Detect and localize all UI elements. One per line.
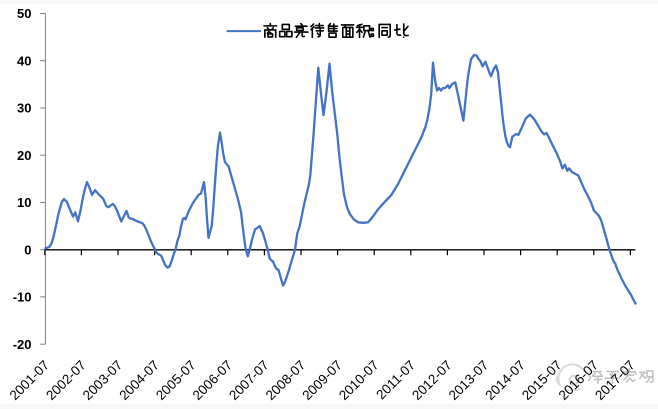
svg-text:0: 0 — [24, 242, 31, 257]
svg-text:-20: -20 — [13, 337, 32, 352]
svg-text:-10: -10 — [13, 290, 32, 305]
svg-text:10: 10 — [17, 195, 31, 210]
svg-text:20: 20 — [17, 148, 31, 163]
svg-text:30: 30 — [17, 101, 31, 116]
svg-text:40: 40 — [17, 53, 31, 68]
svg-text:50: 50 — [17, 6, 31, 21]
